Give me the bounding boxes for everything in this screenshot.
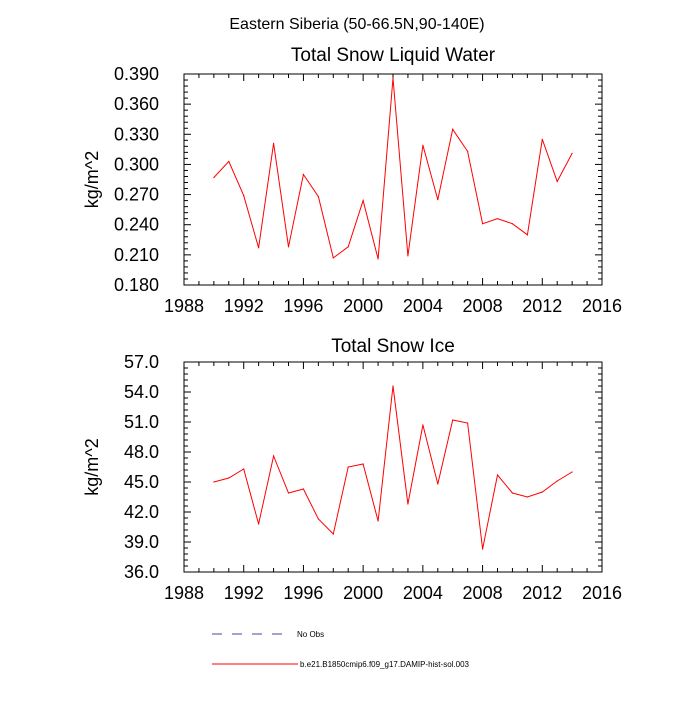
data-point xyxy=(511,223,514,225)
legend-label-1: No Obs xyxy=(297,630,324,639)
data-point xyxy=(541,138,543,140)
x-tick-label: 2008 xyxy=(463,296,503,316)
data-point xyxy=(481,548,484,550)
x-tick-label: 2004 xyxy=(403,296,443,316)
y-tick-label: 54.0 xyxy=(124,382,159,402)
data-point xyxy=(511,492,514,494)
series-line xyxy=(213,77,573,260)
plot-frame xyxy=(183,73,603,286)
data-point xyxy=(571,471,573,473)
x-tick-label: 1996 xyxy=(283,296,323,316)
y-tick-label: 0.360 xyxy=(114,94,159,114)
data-point xyxy=(437,198,439,201)
data-point xyxy=(272,142,275,144)
y-tick-label: 42.0 xyxy=(124,502,159,522)
data-point xyxy=(556,180,558,183)
data-point xyxy=(302,488,305,490)
data-point xyxy=(452,419,454,421)
x-tick-label: 2008 xyxy=(463,583,503,603)
y-tick-label: 0.330 xyxy=(114,124,159,144)
chart-panel-2: Total Snow Ice 1988 1992 1996 2000 2004 2008 20… xyxy=(82,336,622,603)
data-point xyxy=(362,200,364,202)
data-point xyxy=(347,246,349,248)
data-point xyxy=(332,257,334,259)
y-tick-label: 0.210 xyxy=(114,245,159,265)
data-point xyxy=(496,218,499,220)
y-tick-label: 48.0 xyxy=(124,442,159,462)
data-point xyxy=(317,518,319,520)
chart-panel-1: Total Snow Liquid Water 1988 1992 1996 2000 2… xyxy=(82,45,622,316)
data-point xyxy=(407,503,409,505)
y-tick-label: 0.180 xyxy=(114,275,159,295)
data-point xyxy=(243,194,245,197)
data-point xyxy=(467,422,469,424)
data-point xyxy=(392,77,394,79)
x-tick-label: 1992 xyxy=(224,296,264,316)
plot-frame xyxy=(183,361,603,573)
data-point xyxy=(272,455,275,457)
chart-title: Total Snow Ice xyxy=(331,336,455,357)
x-tick-label: 1988 xyxy=(164,583,204,603)
chart-title: Total Snow Liquid Water xyxy=(291,45,496,66)
data-point xyxy=(332,533,334,535)
legend: No Obs b.e21.B1850cmip6.f09_g17.DAMIP-his… xyxy=(212,630,470,669)
data-point xyxy=(287,492,290,494)
x-tick-label: 2000 xyxy=(343,296,383,316)
data-point xyxy=(228,160,230,163)
data-point xyxy=(287,246,290,248)
data-point xyxy=(526,234,528,236)
y-tick-label: 45.0 xyxy=(124,472,159,492)
x-tick-label: 2000 xyxy=(343,583,383,603)
series-line xyxy=(213,385,573,550)
legend-label-2: b.e21.B1850cmip6.f09_g17.DAMIP-hist-sol.… xyxy=(300,660,470,669)
y-tick-label: 36.0 xyxy=(124,562,159,582)
x-tick-label: 2016 xyxy=(582,583,622,603)
y-tick-label: 0.300 xyxy=(114,154,159,174)
y-tick-label: 0.270 xyxy=(114,185,159,205)
data-point xyxy=(377,520,379,522)
x-tick-label: 2004 xyxy=(403,583,443,603)
data-point xyxy=(556,480,558,482)
data-point xyxy=(377,258,379,260)
data-point xyxy=(481,223,484,225)
y-tick-label: 51.0 xyxy=(124,412,159,432)
data-point xyxy=(213,176,215,179)
data-point xyxy=(422,144,424,146)
data-point xyxy=(467,150,469,152)
data-point xyxy=(347,466,349,468)
data-point xyxy=(437,483,439,485)
data-point xyxy=(258,247,260,249)
data-point xyxy=(496,474,499,476)
y-tick-label: 0.240 xyxy=(114,215,159,235)
x-tick-label: 2012 xyxy=(522,583,562,603)
x-tick-label: 1992 xyxy=(224,583,264,603)
data-point xyxy=(302,173,305,176)
data-point xyxy=(362,463,364,465)
data-point xyxy=(317,195,319,198)
x-tick-label: 1988 xyxy=(164,296,204,316)
x-tick-label: 2012 xyxy=(522,296,562,316)
data-point xyxy=(526,496,528,498)
data-point xyxy=(392,385,394,387)
data-point xyxy=(213,481,215,483)
data-point xyxy=(407,255,409,257)
panels: Total Snow Liquid Water 1988 1992 1996 2000 2… xyxy=(82,45,622,603)
data-point xyxy=(258,523,260,525)
data-point xyxy=(571,152,573,154)
data-point xyxy=(243,468,245,470)
x-tick-label: 1996 xyxy=(283,583,323,603)
main-title: Eastern Siberia (50-66.5N,90-140E) xyxy=(229,16,484,33)
y-tick-label: 57.0 xyxy=(124,352,159,372)
data-point xyxy=(541,491,543,493)
data-point xyxy=(452,128,454,130)
y-tick-label: 39.0 xyxy=(124,532,159,552)
data-point xyxy=(422,424,424,426)
x-tick-label: 2016 xyxy=(582,296,622,316)
data-point xyxy=(228,477,230,479)
y-axis-label: kg/m^2 xyxy=(82,438,102,495)
y-axis-label: kg/m^2 xyxy=(82,151,102,208)
y-tick-label: 0.390 xyxy=(114,64,159,84)
